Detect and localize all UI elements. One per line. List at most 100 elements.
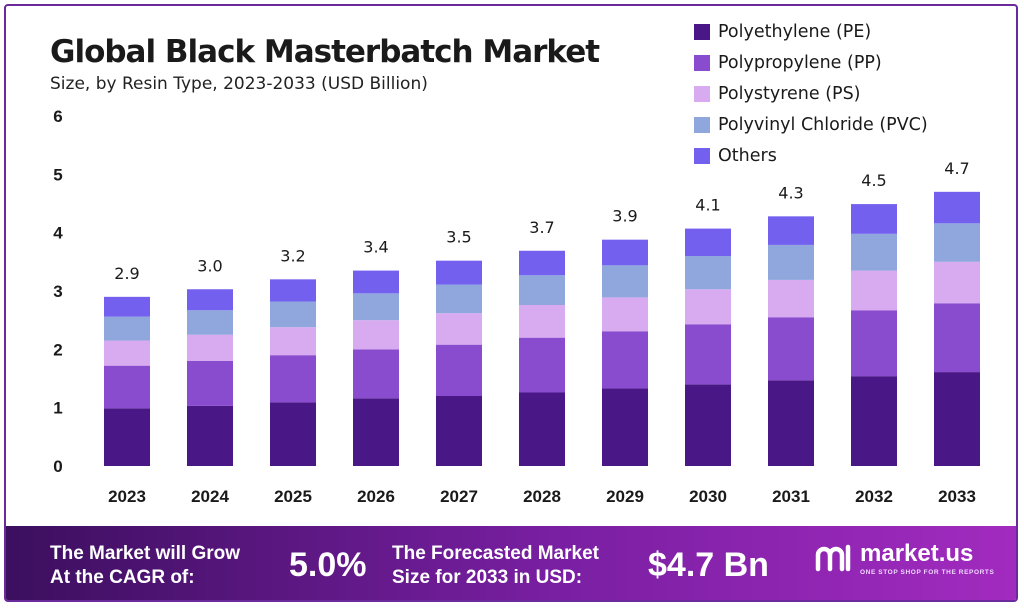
brand-tagline: ONE STOP SHOP FOR THE REPORTS: [860, 569, 995, 576]
bar-segment-2033-series-3: [934, 223, 980, 262]
bar-segment-2023-series-4: [104, 296, 150, 317]
y-tick-label-0: 0: [53, 457, 62, 476]
brand-name: market.us: [860, 540, 974, 567]
bar-segment-2028-series-1: [519, 337, 565, 393]
bar-segment-2030-series-1: [685, 324, 731, 385]
bar-segment-2027-series-4: [436, 260, 482, 285]
total-label-2030: 4.1: [695, 196, 720, 215]
total-label-2029: 3.9: [612, 207, 637, 226]
forecast-label-line1: The Forecasted Market: [392, 543, 599, 564]
legend-item-pvc: Polyvinyl Chloride (PVC): [694, 109, 928, 140]
y-tick-label-4: 4: [53, 224, 63, 243]
x-tick-label-2029: 2029: [606, 487, 644, 506]
bar-segment-2024-series-1: [187, 361, 233, 406]
total-label-2024: 3.0: [197, 256, 222, 275]
footer-banner: The Market will Grow At the CAGR of: 5.0…: [6, 526, 1016, 600]
bar-segment-2029-series-1: [602, 331, 648, 389]
legend-item-ps: Polystyrene (PS): [694, 78, 928, 109]
bar-segment-2026-series-2: [353, 320, 399, 350]
bar-segment-2028-series-4: [519, 250, 565, 276]
total-label-2032: 4.5: [861, 171, 886, 190]
bar-segment-2023-series-3: [104, 316, 150, 341]
bar-segment-2024-series-3: [187, 310, 233, 335]
y-tick-label-2: 2: [53, 340, 62, 359]
bar-segment-2026-series-3: [353, 293, 399, 321]
bar-segment-2027-series-1: [436, 344, 482, 396]
x-tick-label-2032: 2032: [855, 487, 893, 506]
bar-segment-2032-series-4: [851, 204, 897, 234]
legend-label-pe: Polyethylene (PE): [718, 21, 872, 42]
total-label-2026: 3.4: [363, 238, 388, 257]
bar-segment-2025-series-1: [270, 355, 316, 403]
y-tick-label-1: 1: [53, 399, 62, 418]
chart-legend: Polyethylene (PE) Polypropylene (PP) Pol…: [694, 16, 928, 171]
total-label-2033: 4.7: [944, 159, 969, 178]
legend-item-others: Others: [694, 140, 928, 171]
bar-segment-2031-series-2: [768, 279, 814, 318]
bar-segment-2031-series-0: [768, 380, 814, 466]
x-tick-label-2023: 2023: [108, 487, 146, 506]
bar-segment-2033-series-4: [934, 191, 980, 224]
x-tick-label-2026: 2026: [357, 487, 395, 506]
market-us-logo-icon: [815, 544, 851, 572]
legend-item-pe: Polyethylene (PE): [694, 16, 928, 47]
bar-segment-2031-series-4: [768, 216, 814, 245]
total-label-2028: 3.7: [529, 218, 554, 237]
bar-segment-2028-series-0: [519, 392, 565, 466]
bar-segment-2033-series-2: [934, 261, 980, 304]
bar-segment-2026-series-0: [353, 398, 399, 466]
bar-segment-2027-series-2: [436, 313, 482, 345]
stacked-bar-chart: 0 1 2 3 4 5 6 2.9 2023 3.0 2024 3.2 2025 3.4 2026 3.5 20…: [53, 107, 980, 506]
x-tick-label-2025: 2025: [274, 487, 312, 506]
total-label-2025: 3.2: [280, 246, 305, 265]
x-tick-label-2030: 2030: [689, 487, 727, 506]
y-tick-label-3: 3: [53, 282, 62, 301]
bar-segment-2028-series-2: [519, 305, 565, 338]
legend-label-ps: Polystyrene (PS): [718, 83, 861, 104]
bar-segment-2024-series-4: [187, 289, 233, 311]
total-label-2027: 3.5: [446, 228, 471, 247]
legend-swatch-ps: [694, 85, 710, 102]
bar-segment-2033-series-0: [934, 372, 980, 466]
brand-logo: market.us ONE STOP SHOP FOR THE REPORTS: [814, 540, 994, 576]
bar-segment-2030-series-3: [685, 256, 731, 290]
bar-segment-2030-series-4: [685, 228, 731, 256]
bar-segment-2032-series-1: [851, 310, 897, 377]
total-label-2023: 2.9: [114, 264, 139, 283]
x-tick-label-2024: 2024: [191, 487, 229, 506]
legend-swatch-pp: [694, 54, 710, 71]
legend-label-pp: Polypropylene (PP): [718, 52, 882, 73]
bar-segment-2033-series-1: [934, 303, 980, 373]
y-tick-label-5: 5: [53, 165, 62, 184]
bar-segment-2027-series-3: [436, 284, 482, 314]
bar-segment-2029-series-3: [602, 265, 648, 298]
chart-title: Global Black Masterbatch Market: [50, 34, 600, 70]
x-tick-label-2033: 2033: [938, 487, 976, 506]
cagr-label-line2: At the CAGR of:: [50, 567, 195, 588]
bar-segment-2029-series-0: [602, 388, 648, 466]
forecast-value: $4.7 Bn: [648, 546, 769, 584]
cagr-label-line1: The Market will Grow: [50, 543, 241, 564]
legend-swatch-pe: [694, 23, 710, 40]
bar-segment-2029-series-2: [602, 297, 648, 332]
bar-segment-2032-series-3: [851, 233, 897, 271]
bar-segment-2029-series-4: [602, 239, 648, 266]
forecast-label: The Forecasted Market Size for 2033 in U…: [392, 542, 599, 590]
legend-label-others: Others: [718, 145, 777, 166]
x-tick-label-2031: 2031: [772, 487, 810, 506]
bar-segment-2032-series-2: [851, 270, 897, 311]
chart-subtitle: Size, by Resin Type, 2023-2033 (USD Bill…: [50, 74, 428, 94]
x-tick-label-2027: 2027: [440, 487, 478, 506]
x-tick-label-2028: 2028: [523, 487, 561, 506]
bar-segment-2024-series-0: [187, 405, 233, 466]
legend-swatch-pvc: [694, 116, 710, 133]
cagr-value: 5.0%: [289, 546, 367, 584]
bar-segment-2025-series-0: [270, 402, 316, 466]
bar-segment-2023-series-0: [104, 408, 150, 466]
forecast-label-line2: Size for 2033 in USD:: [392, 567, 583, 588]
bar-segment-2025-series-4: [270, 279, 316, 302]
bar-segment-2025-series-3: [270, 301, 316, 328]
bar-segment-2032-series-0: [851, 376, 897, 466]
bar-segment-2030-series-2: [685, 289, 731, 325]
bar-segment-2031-series-3: [768, 244, 814, 280]
